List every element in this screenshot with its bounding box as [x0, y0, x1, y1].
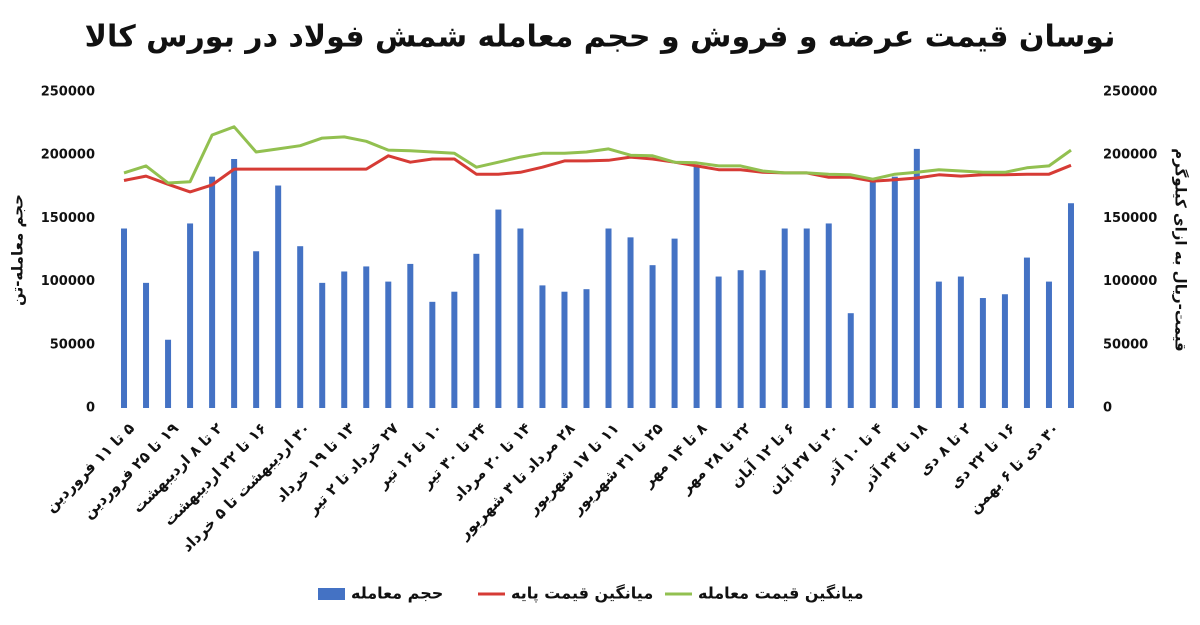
y-tick-label: 50000	[50, 337, 95, 352]
bar	[473, 253, 480, 408]
bar	[429, 301, 436, 408]
bar	[825, 223, 832, 408]
y2-tick-label: 250000	[1103, 85, 1157, 100]
bar	[869, 181, 876, 408]
bar	[913, 148, 920, 408]
bar	[693, 165, 700, 408]
bar	[407, 263, 414, 408]
bar	[671, 238, 678, 408]
bar	[781, 228, 788, 408]
bar	[495, 209, 502, 408]
legend-label: حجم معامله	[351, 584, 443, 603]
bar	[715, 276, 722, 408]
bar	[891, 176, 898, 408]
bar	[451, 291, 458, 408]
y2-axis-title: قیمت-ریال به ازای کیلوگرم	[1172, 148, 1190, 352]
bar	[385, 281, 392, 408]
bar	[1067, 203, 1074, 408]
bar	[121, 228, 128, 408]
bar	[605, 228, 612, 408]
bar	[1045, 281, 1052, 408]
y-axis-title: حجم معامله-تن	[9, 194, 27, 306]
bar	[935, 281, 942, 408]
y-tick-label: 150000	[41, 211, 95, 226]
y2-tick-label: 100000	[1103, 274, 1157, 289]
line	[123, 154, 1072, 194]
bar	[847, 313, 854, 408]
bar	[363, 266, 370, 408]
bar	[275, 185, 282, 408]
chart-title: نوسان قیمت عرضه و فروش و حجم معامله شمش …	[85, 20, 1116, 55]
bar	[539, 285, 546, 408]
legend-swatch	[318, 588, 345, 600]
bar	[649, 265, 656, 408]
bar	[759, 270, 766, 408]
bar	[627, 237, 634, 408]
bar	[1023, 257, 1030, 408]
x-tick-label: ۱۴ تا ۲۰ مرداد	[449, 419, 534, 504]
bar	[561, 291, 568, 408]
line	[123, 125, 1072, 185]
y-tick-label: 100000	[41, 274, 95, 289]
bar	[979, 298, 986, 408]
y2-tick-label: 0	[1103, 401, 1112, 416]
y-tick-label: 200000	[41, 148, 95, 163]
bar	[297, 246, 304, 408]
bar	[253, 251, 260, 408]
legend-label: میانگین قیمت پایه	[511, 584, 653, 604]
bar	[209, 176, 216, 408]
bar	[187, 223, 194, 408]
bar	[583, 289, 590, 408]
y2-tick-label: 150000	[1103, 211, 1157, 226]
y2-tick-label: 200000	[1103, 148, 1157, 163]
bar	[957, 276, 964, 408]
bar	[517, 228, 524, 408]
bar	[319, 282, 326, 408]
bar	[737, 270, 744, 408]
y-tick-label: 250000	[41, 85, 95, 100]
bar	[165, 339, 172, 408]
y-tick-label: 0	[86, 401, 95, 416]
bar	[341, 271, 348, 408]
bar	[803, 228, 810, 408]
y2-tick-label: 50000	[1103, 337, 1148, 352]
legend-label: میانگین قیمت معامله	[698, 584, 864, 603]
bar	[1001, 294, 1008, 408]
bar	[231, 158, 238, 408]
bar	[143, 282, 150, 408]
